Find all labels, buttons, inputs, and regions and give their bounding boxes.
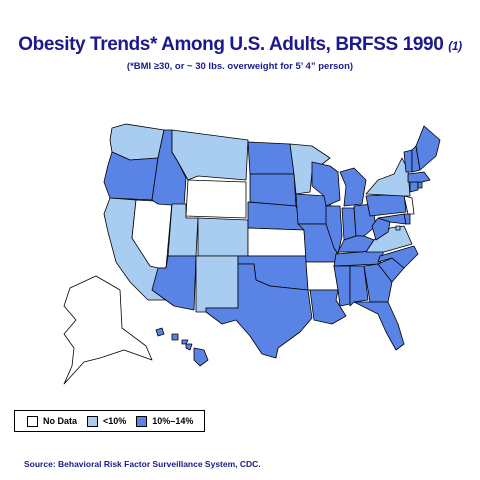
state-RI [417, 181, 423, 189]
state-ME [415, 125, 441, 171]
source-citation: Source: Behavioral Risk Factor Surveilla… [24, 459, 261, 469]
state-MS [333, 265, 351, 307]
title-ref: (1) [448, 39, 462, 53]
legend-label-no-data: No Data [43, 416, 78, 426]
map-subtitle: (*BMI ≥30, or ~ 30 lbs. overweight for 5… [126, 61, 354, 72]
state-WI [311, 161, 341, 207]
title-text: Obesity Trends* Among U.S. Adults, BRFSS… [18, 34, 444, 55]
state-MN [289, 143, 331, 195]
state-MT [171, 129, 249, 181]
state-WV [371, 217, 391, 241]
state-ND [247, 141, 295, 175]
state-MA [407, 171, 431, 183]
state-NC [377, 245, 419, 269]
state-HI [155, 327, 209, 367]
state-TX [205, 263, 313, 359]
state-CO [197, 217, 249, 257]
state-KS [247, 227, 307, 257]
state-OR [103, 151, 159, 201]
state-NJ [403, 195, 415, 215]
state-IN [341, 207, 357, 241]
legend-label-10-14: 10%–14% [152, 416, 194, 426]
legend-swatch-under-10 [87, 415, 99, 427]
legend-item-under-10: <10% [87, 415, 127, 427]
state-MI [339, 167, 367, 207]
state-NE [247, 201, 305, 231]
state-SD [249, 173, 297, 207]
state-DC [395, 225, 401, 231]
state-PA [365, 193, 407, 217]
legend-item-no-data: No Data [27, 415, 78, 427]
state-NY [365, 157, 411, 197]
state-AL [349, 265, 369, 307]
state-CT [409, 181, 419, 193]
state-AK [63, 275, 153, 385]
legend-label-under-10: <10% [103, 416, 127, 426]
state-NM [195, 255, 239, 313]
map-legend: No Data <10% 10%–14% [14, 410, 205, 432]
map-title: Obesity Trends* Among U.S. Adults, BRFSS… [0, 34, 480, 56]
state-VA [365, 225, 413, 253]
legend-item-10-14: 10%–14% [136, 415, 194, 427]
state-WY [185, 179, 247, 219]
state-FL [353, 301, 405, 351]
legend-swatch-10-14 [136, 415, 148, 427]
legend-swatch-no-data [27, 415, 38, 427]
